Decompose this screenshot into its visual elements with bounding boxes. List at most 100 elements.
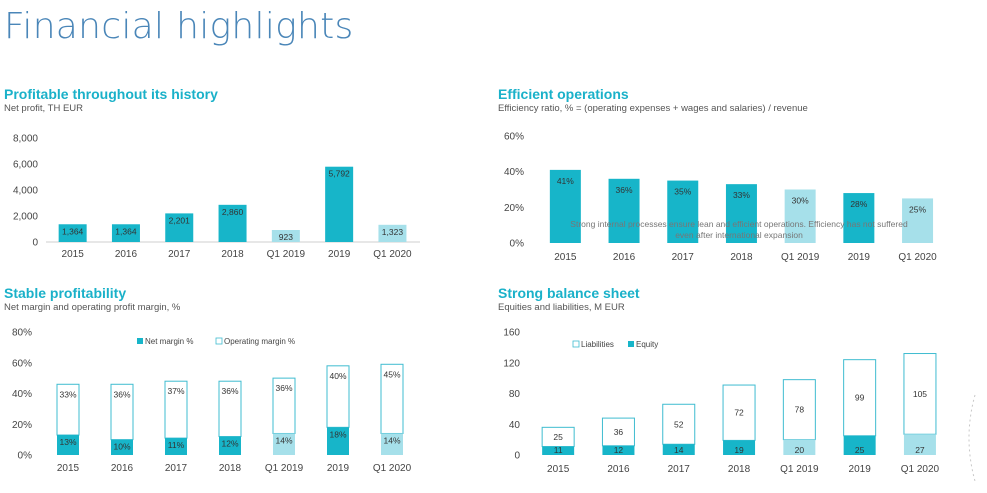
net-profit-chart: 0 2,000 4,000 6,000 8,000 2015 2016 2017 2018 Q1 … (13, 134, 420, 260)
data-label-net-margin: 10% (113, 442, 130, 452)
bar (325, 166, 354, 242)
data-label-equity: 12 (614, 445, 624, 455)
data-label: 28% (850, 199, 867, 209)
legend-operating-margin-swatch (215, 337, 223, 345)
page-title: Financial highlights (4, 6, 354, 47)
data-label-equity: 19 (734, 445, 744, 455)
data-label-liabilities: 105 (913, 389, 927, 399)
y-tick-label: 8,000 (13, 134, 38, 145)
data-label: 25% (909, 204, 926, 214)
margins-subtitle: Net margin and operating profit margin, … (4, 302, 181, 313)
y-tick-label: 0% (18, 451, 33, 462)
x-tick-label: 2015 (547, 464, 570, 475)
bar-operating-margin (164, 380, 188, 439)
x-tick-label: 2016 (607, 464, 630, 475)
data-label-operating-margin: 36% (113, 389, 130, 399)
x-tick-label: Q1 2020 (898, 252, 937, 263)
data-label-liabilities: 99 (855, 393, 865, 403)
legend-liabilities-label: Liabilities (581, 340, 614, 349)
data-label-liabilities: 52 (674, 419, 684, 429)
legend-liabilities-swatch (572, 340, 580, 348)
data-label-operating-margin: 37% (167, 386, 184, 396)
x-tick-label: 2017 (668, 464, 691, 475)
decorative-arc (968, 394, 976, 482)
y-tick-label: 80% (12, 328, 32, 339)
bar-net-margin (57, 435, 79, 455)
data-label-operating-margin: 36% (221, 386, 238, 396)
data-label-liabilities: 25 (553, 432, 563, 442)
y-tick-label: 0% (510, 239, 525, 250)
bar (902, 198, 934, 243)
x-tick-label: 2017 (168, 249, 191, 260)
data-label: 923 (279, 232, 293, 242)
bar-operating-margin (218, 380, 242, 438)
bar-net-margin (327, 427, 349, 455)
x-tick-label: 2019 (849, 464, 872, 475)
y-tick-label: 40% (12, 389, 32, 400)
x-tick-label: 2015 (554, 252, 577, 263)
x-tick-label: 2019 (327, 463, 350, 474)
legend-equity-label: Equity (636, 340, 658, 349)
bar-net-margin (273, 433, 295, 455)
data-label: 35% (674, 187, 691, 197)
bar-net-margin (165, 438, 187, 455)
bar-liabilities (903, 353, 937, 435)
bar-equity (783, 439, 816, 455)
x-tick-label: 2018 (221, 249, 244, 260)
data-label-operating-margin: 40% (329, 371, 346, 381)
x-tick-label: Q1 2019 (780, 464, 819, 475)
margins-chart: 0% 20% 40% 60% 80% 2015 2016 2017 2018 Q1 2019 201… (12, 328, 412, 475)
bar (843, 193, 875, 243)
y-tick-label: 60% (504, 132, 524, 143)
data-label-net-margin: 14% (275, 435, 292, 445)
bar (111, 224, 140, 242)
net-profit-subtitle: Net profit, TH EUR (4, 103, 84, 114)
y-tick-label: 120 (503, 358, 520, 369)
x-tick-label: 2016 (111, 463, 134, 474)
x-tick-label: Q1 2019 (267, 249, 306, 260)
y-tick-label: 80 (509, 389, 521, 400)
data-label: 33% (733, 190, 750, 200)
bar-net-margin (381, 433, 403, 455)
balance-title: Strong balance sheet (498, 285, 640, 301)
data-label-equity: 25 (855, 445, 865, 455)
x-tick-label: 2015 (57, 463, 80, 474)
bar-net-margin (111, 439, 133, 455)
y-tick-label: 160 (503, 328, 520, 339)
legend-net-margin-label: Net margin % (145, 337, 193, 346)
data-label-liabilities: 72 (734, 408, 744, 418)
bar-equity (662, 444, 695, 455)
data-label-equity: 27 (915, 445, 925, 455)
y-tick-label: 6,000 (13, 160, 38, 171)
data-label: 41% (557, 176, 574, 186)
data-label: 1,323 (382, 227, 404, 237)
legend-operating-margin-label: Operating margin % (224, 337, 295, 346)
bar-liabilities (601, 417, 635, 447)
efficiency-subtitle: Efficiency ratio, % = (operating expense… (498, 103, 808, 114)
bar (165, 213, 194, 242)
x-tick-label: Q1 2020 (901, 464, 940, 475)
y-tick-label: 2,000 (13, 212, 38, 223)
net-profit-title: Profitable throughout its history (4, 86, 218, 102)
bar-liabilities (843, 359, 877, 437)
bar-equity (903, 434, 936, 455)
data-label-net-margin: 11% (168, 440, 185, 450)
bar-equity (723, 440, 756, 455)
x-tick-label: 2017 (165, 463, 188, 474)
data-label-net-margin: 14% (383, 435, 400, 445)
annotation-line-1: Strong internal processes ensure lean an… (570, 219, 908, 229)
x-tick-label: 2019 (328, 249, 351, 260)
data-label-equity: 14 (674, 445, 684, 455)
x-tick-label: Q1 2020 (373, 463, 412, 474)
bar (271, 230, 300, 242)
bar-liabilities (662, 403, 696, 445)
data-label-liabilities: 36 (614, 427, 624, 437)
x-tick-label: Q1 2019 (265, 463, 304, 474)
data-label-net-margin: 18% (329, 429, 346, 439)
x-tick-label: 2016 (613, 252, 636, 263)
bar (58, 224, 87, 242)
bar (784, 189, 816, 243)
data-label: 2,201 (169, 215, 191, 225)
data-label: 2,860 (222, 207, 244, 217)
bar (667, 180, 699, 243)
